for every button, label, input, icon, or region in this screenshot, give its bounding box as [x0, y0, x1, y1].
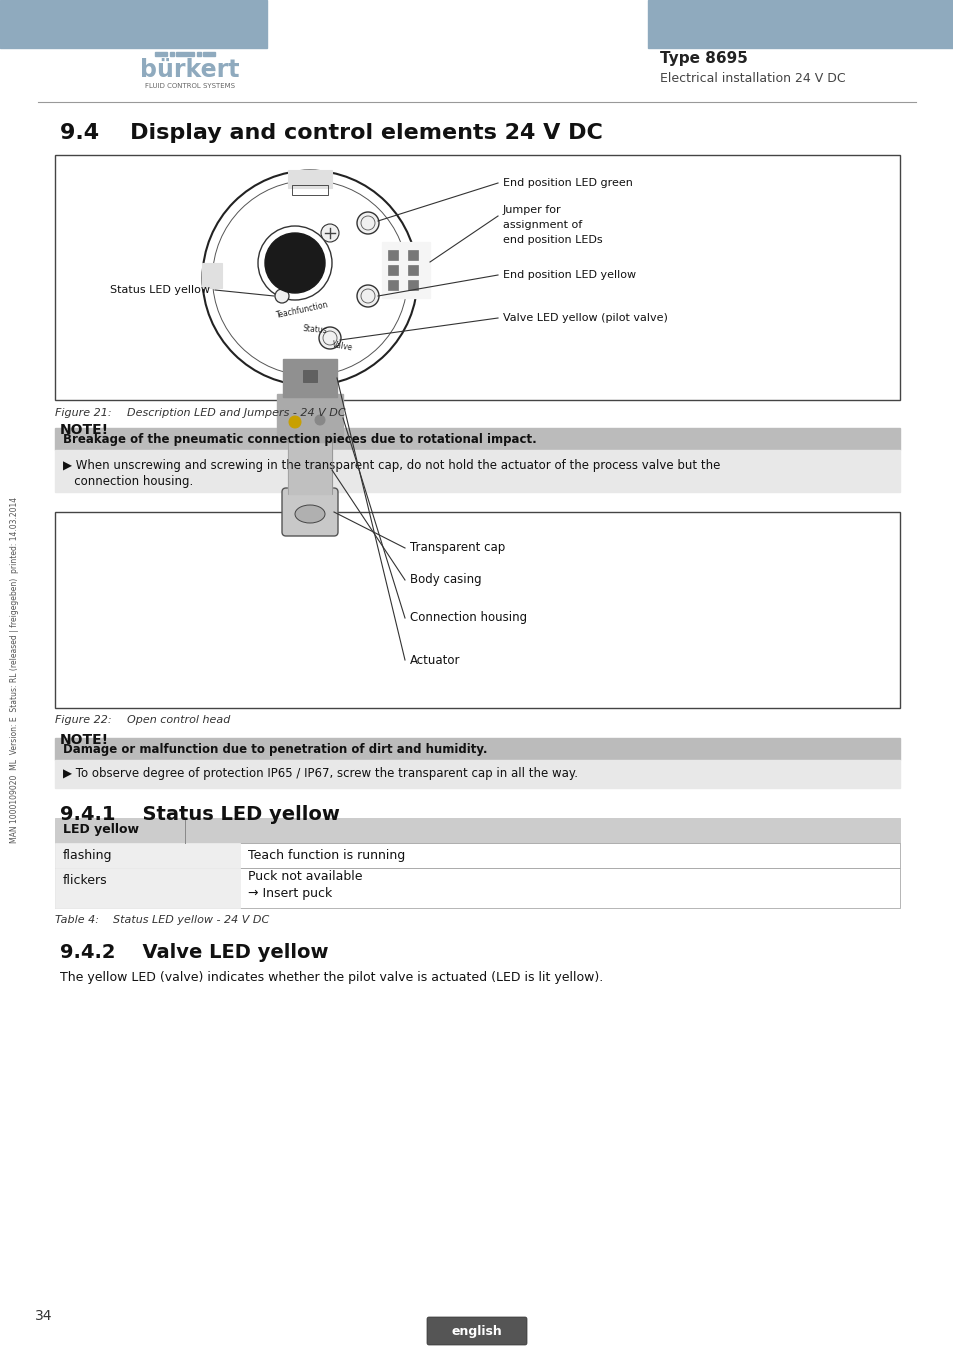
Text: Connection housing: Connection housing — [410, 612, 527, 625]
Bar — [0, 0, 267, 49]
Bar — [55, 868, 899, 909]
Text: Jumper for: Jumper for — [502, 205, 561, 215]
Circle shape — [274, 289, 289, 302]
Text: Status: Status — [302, 324, 327, 336]
Bar — [288, 369, 332, 386]
Bar — [388, 265, 397, 275]
Bar — [203, 53, 214, 55]
Text: Electrical installation 24 V DC: Electrical installation 24 V DC — [659, 72, 844, 85]
Text: flashing: flashing — [63, 849, 112, 861]
Bar — [55, 428, 899, 450]
Text: FLUID CONTROL SYSTEMS: FLUID CONTROL SYSTEMS — [145, 82, 234, 89]
Text: 9.4    Display and control elements 24 V DC: 9.4 Display and control elements 24 V DC — [60, 123, 602, 143]
Text: → Insert puck: → Insert puck — [248, 887, 332, 899]
Text: MAN 1000109020  ML  Version: E  Status: RL (released | freigegeben)  printed: 14: MAN 1000109020 ML Version: E Status: RL … — [10, 497, 19, 842]
Bar — [55, 738, 899, 760]
Circle shape — [265, 234, 325, 293]
Bar — [175, 53, 193, 55]
Circle shape — [320, 224, 338, 242]
Text: Valve: Valve — [332, 340, 354, 352]
Text: Teach function is running: Teach function is running — [248, 849, 405, 861]
Bar — [55, 842, 240, 868]
Text: Table 4:: Table 4: — [55, 915, 99, 925]
Text: 9.4.2    Valve LED yellow: 9.4.2 Valve LED yellow — [60, 942, 328, 961]
Text: Body casing: Body casing — [410, 574, 481, 586]
Text: NOTE!: NOTE! — [60, 423, 109, 437]
Bar — [283, 359, 336, 397]
Bar — [55, 842, 899, 868]
Bar — [408, 250, 417, 261]
Text: The yellow LED (valve) indicates whether the pilot valve is actuated (LED is lit: The yellow LED (valve) indicates whether… — [60, 971, 602, 984]
Bar — [154, 53, 167, 55]
Circle shape — [356, 212, 378, 234]
Text: End position LED yellow: End position LED yellow — [502, 270, 636, 279]
Bar — [388, 279, 397, 290]
Text: Puck not available: Puck not available — [248, 869, 362, 883]
Bar — [647, 0, 953, 49]
Bar — [303, 370, 316, 382]
Bar — [55, 155, 899, 400]
Text: Type 8695: Type 8695 — [659, 50, 747, 66]
Bar — [408, 265, 417, 275]
Bar — [292, 185, 328, 194]
Text: Figure 22:: Figure 22: — [55, 716, 112, 725]
Text: Figure 21:: Figure 21: — [55, 408, 112, 418]
Text: LED yellow: LED yellow — [63, 824, 139, 837]
Text: Teachfunction: Teachfunction — [274, 300, 329, 320]
Text: Valve LED yellow (pilot valve): Valve LED yellow (pilot valve) — [502, 313, 667, 323]
Bar — [55, 512, 899, 707]
Bar — [381, 242, 430, 298]
Circle shape — [318, 327, 340, 350]
Bar — [288, 439, 332, 494]
Text: bürkert: bürkert — [140, 58, 239, 82]
Text: Breakage of the pneumatic connection pieces due to rotational impact.: Breakage of the pneumatic connection pie… — [63, 432, 537, 446]
Text: assignment of: assignment of — [502, 220, 581, 230]
Text: ▶ When unscrewing and screwing in the transparent cap, do not hold the actuator : ▶ When unscrewing and screwing in the tr… — [63, 459, 720, 471]
Text: End position LED green: End position LED green — [502, 178, 632, 188]
Text: Open control head: Open control head — [127, 716, 230, 725]
Bar — [288, 170, 332, 188]
Circle shape — [289, 416, 301, 428]
Ellipse shape — [294, 505, 325, 522]
Bar — [55, 818, 899, 842]
Circle shape — [356, 285, 378, 306]
Circle shape — [314, 414, 325, 425]
Text: NOTE!: NOTE! — [60, 733, 109, 747]
Text: 9.4.1    Status LED yellow: 9.4.1 Status LED yellow — [60, 806, 339, 825]
Text: connection housing.: connection housing. — [63, 475, 193, 489]
Bar — [55, 868, 240, 909]
Text: ▶ To observe degree of protection IP65 / IP67, screw the transparent cap in all : ▶ To observe degree of protection IP65 /… — [63, 768, 578, 780]
Bar — [170, 53, 173, 55]
Text: Damage or malfunction due to penetration of dirt and humidity.: Damage or malfunction due to penetration… — [63, 743, 487, 756]
FancyBboxPatch shape — [282, 487, 337, 536]
Text: Description LED and Jumpers - 24 V DC: Description LED and Jumpers - 24 V DC — [127, 408, 345, 418]
Bar — [196, 53, 201, 55]
Bar — [276, 394, 343, 441]
Bar — [55, 760, 899, 788]
FancyBboxPatch shape — [427, 1318, 526, 1345]
Text: Status LED yellow: Status LED yellow — [110, 285, 210, 296]
Text: Actuator: Actuator — [410, 653, 460, 667]
Bar — [388, 250, 397, 261]
Text: Transparent cap: Transparent cap — [410, 541, 505, 555]
Polygon shape — [202, 263, 222, 288]
Text: 34: 34 — [35, 1310, 52, 1323]
Bar — [55, 450, 899, 491]
Bar — [408, 279, 417, 290]
Text: Status LED yellow - 24 V DC: Status LED yellow - 24 V DC — [112, 915, 269, 925]
Text: flickers: flickers — [63, 873, 108, 887]
Text: end position LEDs: end position LEDs — [502, 235, 602, 244]
Text: english: english — [451, 1324, 502, 1338]
